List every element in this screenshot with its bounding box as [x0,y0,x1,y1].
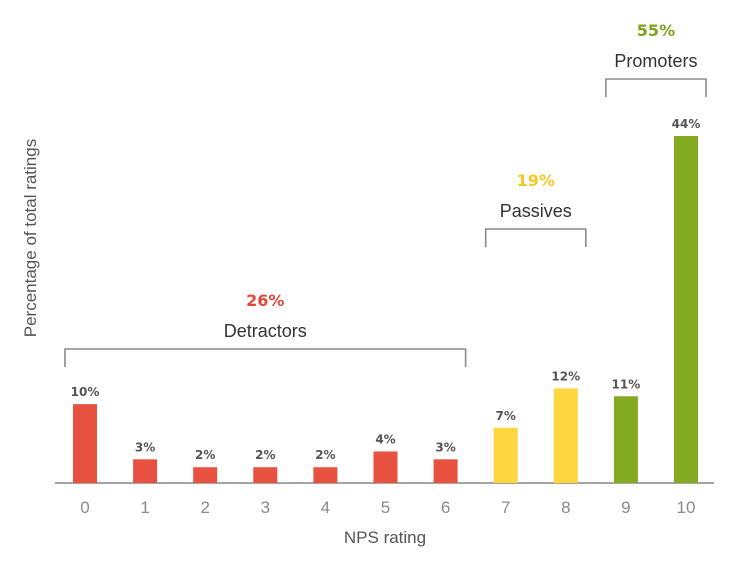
y-axis-title: Percentage of total ratings [21,139,40,337]
promoters-percent: 55% [637,21,675,40]
promoters-bracket [605,78,707,97]
value-label-1: 3% [135,440,155,454]
bar-0 [73,404,97,483]
x-tick-label-2: 2 [200,498,209,517]
detractors-label: Detractors [224,321,307,341]
bar-8 [553,388,578,483]
x-tick-label-9: 9 [621,498,630,517]
bar-5 [373,451,398,483]
value-label-5: 4% [375,432,395,446]
value-label-9: 11% [612,377,641,391]
x-tick-label-0: 0 [80,498,89,517]
x-tick-label-3: 3 [261,498,270,517]
value-label-0: 10% [71,385,100,399]
bar-9 [613,396,638,483]
value-label-2: 2% [195,448,215,462]
promoters-label: Promoters [614,51,697,71]
passives-percent: 19% [517,171,555,190]
value-label-7: 7% [496,409,516,423]
x-tick-label-6: 6 [441,498,450,517]
detractors-percent: 26% [246,291,284,310]
passives-label: Passives [500,201,572,221]
x-tick-label-7: 7 [501,498,510,517]
bar-2 [193,467,218,483]
detractors-bracket [64,348,467,367]
x-tick-label-8: 8 [561,498,570,517]
x-tick-label-5: 5 [381,498,390,517]
passives-bracket [484,228,587,247]
bar-7 [493,427,518,483]
bar-6 [433,459,458,483]
value-label-6: 3% [435,440,455,454]
x-tick-label-10: 10 [677,498,696,517]
value-label-4: 2% [315,448,335,462]
x-tick-label-1: 1 [140,498,149,517]
x-axis-title: NPS rating [344,528,426,547]
value-label-8: 12% [551,369,580,383]
bar-1 [133,459,158,483]
x-tick-label-4: 4 [321,498,330,517]
value-label-3: 2% [255,448,275,462]
bar-10 [674,136,698,483]
bar-3 [253,467,278,483]
bar-4 [313,467,338,483]
value-label-10: 44% [672,117,701,131]
